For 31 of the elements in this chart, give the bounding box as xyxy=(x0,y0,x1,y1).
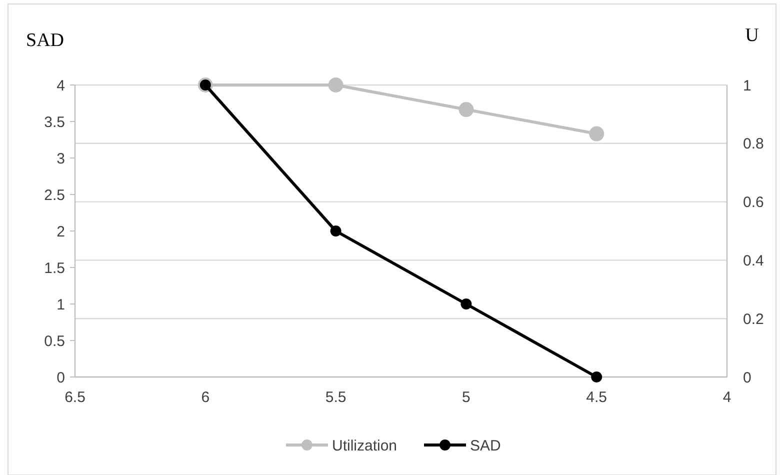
y-tick-label: 3.5 xyxy=(44,114,65,131)
y-tick-label: 1 xyxy=(56,296,65,314)
y2-tick-label: 0.6 xyxy=(743,194,764,212)
point xyxy=(458,102,474,118)
y2-tick-label: 0.4 xyxy=(743,252,764,270)
y2-tick-label: 0.8 xyxy=(743,136,764,153)
x-tick-label: 5.5 xyxy=(325,389,346,406)
y2-tick-label: 0 xyxy=(743,369,752,386)
point xyxy=(589,126,604,142)
legend-label: SAD xyxy=(470,437,502,454)
y-tick-label: 0.5 xyxy=(44,332,65,350)
x-tick-label: 4 xyxy=(722,389,732,406)
y-tick-label: 1.5 xyxy=(44,260,65,277)
y-axis-title: SAD xyxy=(26,30,64,51)
point xyxy=(330,226,342,236)
y-tick-label: 2.5 xyxy=(44,186,65,204)
y2-axis-title: U xyxy=(745,25,760,46)
x-tick-label: 5 xyxy=(462,389,470,406)
point xyxy=(328,78,344,92)
y-tick-label: 0 xyxy=(56,369,65,386)
y2-tick-label: 0.2 xyxy=(743,310,764,328)
y-tick-label: 3 xyxy=(56,150,65,168)
legend-label: Utilization xyxy=(332,437,398,454)
x-tick-label: 6.5 xyxy=(64,389,86,406)
x-tick-label: 6 xyxy=(201,389,210,406)
y-tick-label: 2 xyxy=(56,223,65,240)
x-tick-label: 4.5 xyxy=(586,389,608,406)
point xyxy=(591,372,602,382)
y2-tick-label: 1 xyxy=(743,77,752,94)
point xyxy=(460,298,472,310)
y-tick-label: 4 xyxy=(56,77,65,94)
